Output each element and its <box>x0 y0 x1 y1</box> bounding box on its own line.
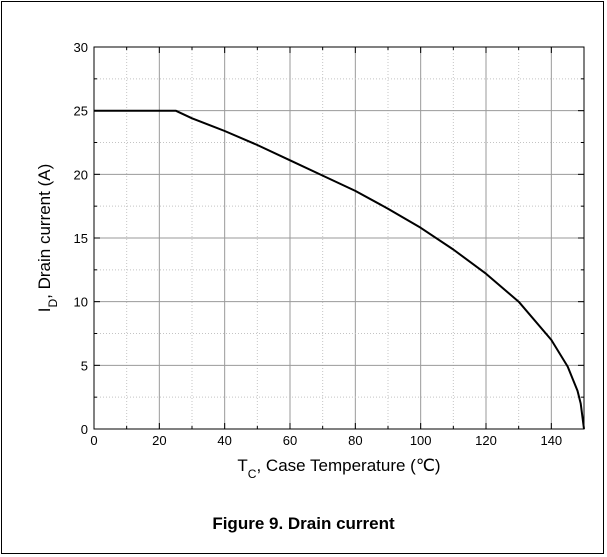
x-tick-label: 100 <box>410 433 432 448</box>
plot-area-border <box>93 46 585 430</box>
figure-caption: Figure 9. Drain current <box>212 514 395 533</box>
y-tick-label: 30 <box>74 40 88 55</box>
y-tick-label: 10 <box>74 295 88 310</box>
y-tick-label: 5 <box>81 358 88 373</box>
x-tick-label: 120 <box>475 433 497 448</box>
y-tick-label: 25 <box>74 104 88 119</box>
y-axis-label: ID, Drain current (A) <box>35 164 60 313</box>
y-tick-label: 20 <box>74 167 88 182</box>
x-tick-label: 20 <box>152 433 166 448</box>
grid <box>94 47 584 429</box>
tick-labels: 0 20 40 60 80 100 120 140 0 5 10 15 20 25 30 <box>74 40 563 448</box>
x-tick-label: 60 <box>283 433 297 448</box>
x-tick-label: 80 <box>348 433 362 448</box>
y-tick-label: 15 <box>74 231 88 246</box>
y-tick-label: 0 <box>81 422 88 437</box>
drain-current-curve <box>94 109 585 430</box>
x-axis-label: TC, Case Temperature (℃) <box>237 456 440 481</box>
x-tick-label: 40 <box>217 433 231 448</box>
x-tick-label: 140 <box>540 433 562 448</box>
x-tick-label: 0 <box>90 433 97 448</box>
series-layer <box>94 109 585 430</box>
